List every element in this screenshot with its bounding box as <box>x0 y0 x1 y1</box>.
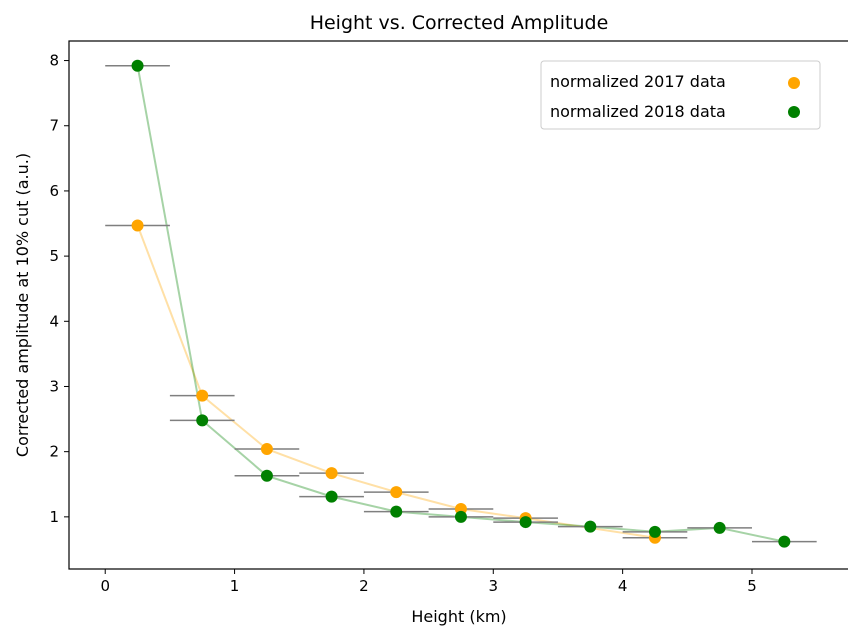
x-tick-label: 4 <box>618 577 628 595</box>
x-tick-label: 5 <box>747 577 757 595</box>
legend: normalized 2017 data normalized 2018 dat… <box>540 60 821 130</box>
data-point-2018 <box>648 525 661 538</box>
data-point-2018 <box>454 510 467 523</box>
data-point-2018 <box>325 490 338 503</box>
series-line-2017 <box>136 225 656 539</box>
y-tick-label: 4 <box>49 312 59 330</box>
x-tick-label: 3 <box>489 577 499 595</box>
y-tick-label: 7 <box>49 117 59 135</box>
legend-label-2017: normalized 2017 data <box>550 72 726 91</box>
data-point-2017 <box>325 467 338 480</box>
data-point-2018 <box>778 535 791 548</box>
x-tick-label: 0 <box>100 577 110 595</box>
y-tick-label: 8 <box>49 52 59 70</box>
y-tick-label: 6 <box>49 182 59 200</box>
y-tick-label: 3 <box>49 377 59 395</box>
y-axis-label: Corrected amplitude at 10% cut (a.u.) <box>13 153 32 457</box>
data-point-2018 <box>131 59 144 72</box>
chart-title: Height vs. Corrected Amplitude <box>310 12 609 34</box>
legend-box <box>540 60 821 130</box>
data-point-2017 <box>390 486 403 499</box>
series-line-2018 <box>136 65 785 543</box>
x-tick-label: 2 <box>359 577 369 595</box>
data-point-2018 <box>260 469 273 482</box>
legend-marker-2018 <box>788 106 800 118</box>
data-point-2018 <box>196 414 209 427</box>
data-point-2017 <box>196 389 209 402</box>
data-point-2018 <box>390 505 403 518</box>
data-point-2017 <box>131 219 144 232</box>
y-tick-label: 2 <box>49 443 59 461</box>
data-point-2017 <box>260 443 273 456</box>
plot-area: 0 1 2 3 4 5 1 2 3 4 5 6 7 8 <box>49 52 817 595</box>
y-tick-label: 5 <box>49 247 59 265</box>
legend-label-2018: normalized 2018 data <box>550 102 726 121</box>
plot-frame <box>68 40 848 570</box>
x-tick-label: 1 <box>230 577 240 595</box>
data-point-2018 <box>519 516 532 529</box>
data-point-2018 <box>584 520 597 533</box>
y-tick-label: 1 <box>49 508 59 526</box>
legend-marker-2017 <box>788 77 800 89</box>
data-point-2018 <box>713 521 726 534</box>
x-axis-label: Height (km) <box>411 607 506 626</box>
